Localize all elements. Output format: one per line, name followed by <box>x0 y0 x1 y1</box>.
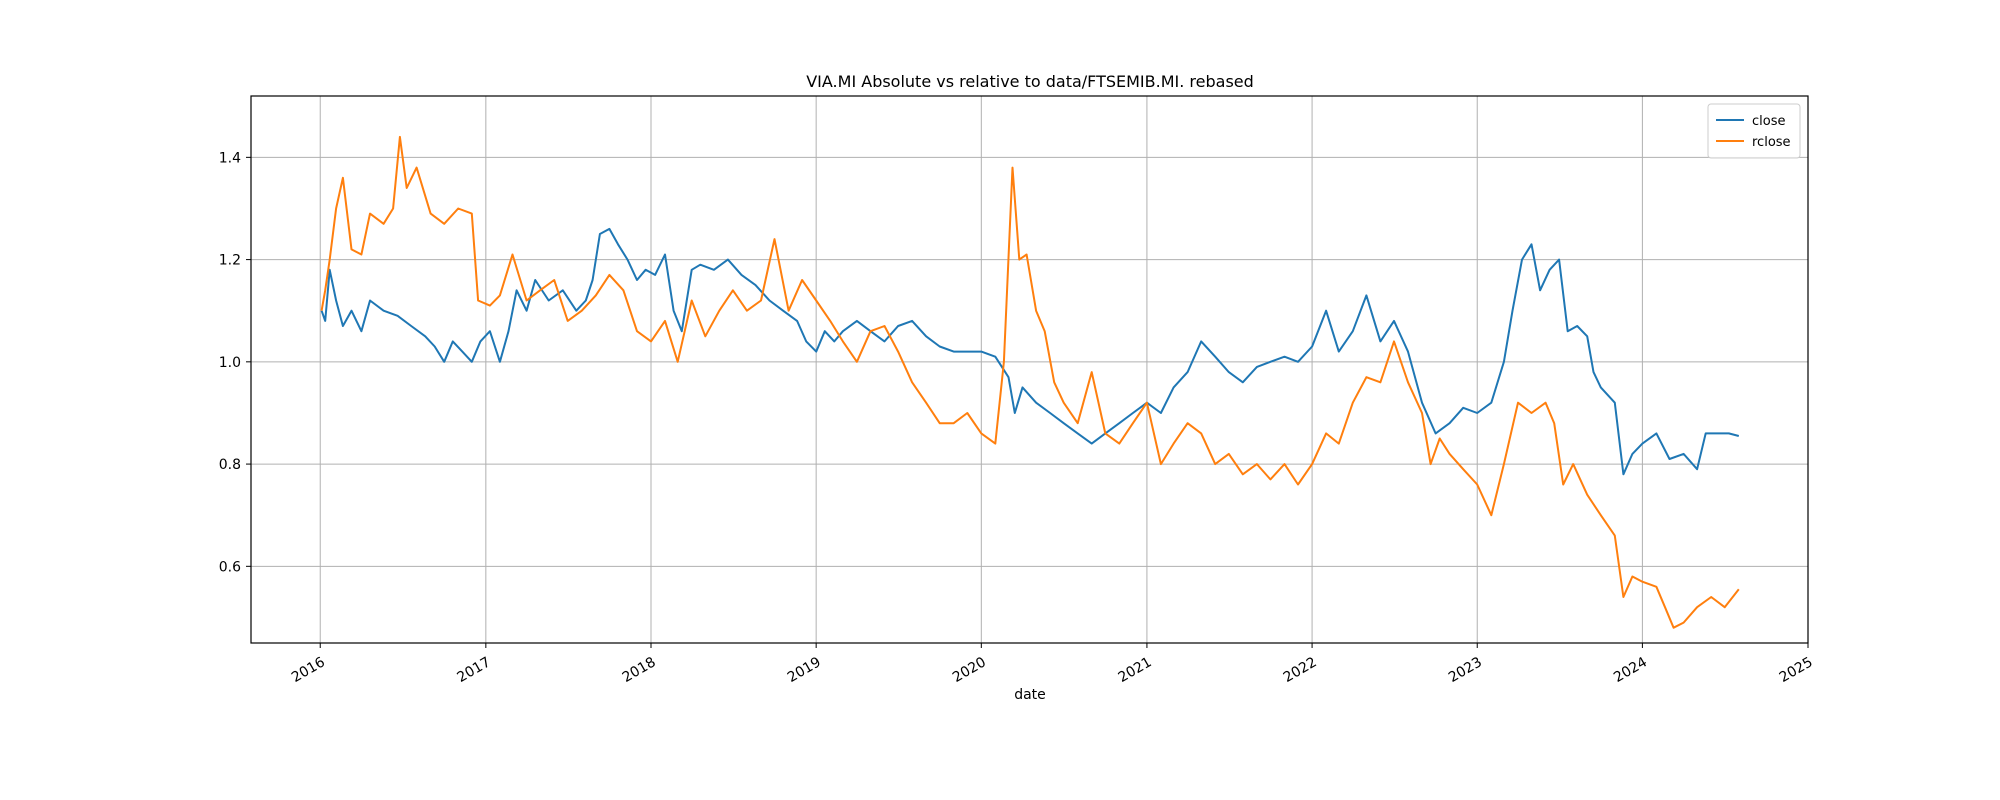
plot-frame <box>250 95 1809 644</box>
y-tick-label: 1.0 <box>219 355 241 371</box>
x-tick-label: 2022 <box>1281 654 1320 686</box>
legend: close rclose <box>1707 103 1801 159</box>
x-tick-label: 2017 <box>455 654 494 686</box>
y-tick-label: 1.4 <box>219 150 241 166</box>
y-tick-label: 1.2 <box>219 253 241 269</box>
series-line-rclose <box>320 135 1740 629</box>
x-tick-label: 2016 <box>289 654 328 686</box>
x-tick-label: 2020 <box>950 654 989 686</box>
chart-title: VIA.MI Absolute vs relative to data/FTSE… <box>806 72 1254 91</box>
x-tick-label: 2025 <box>1777 654 1816 686</box>
series-line-close <box>320 227 1740 476</box>
legend-box <box>1707 103 1801 159</box>
x-tick-label: 2018 <box>620 654 659 686</box>
legend-label-close: close <box>1752 114 1785 129</box>
y-tick-label: 0.8 <box>219 457 241 473</box>
x-axis: 2016 2017 2018 2019 2020 2021 2022 2023 2024 2025 <box>289 643 1816 686</box>
series-layer <box>320 135 1740 629</box>
x-tick-label: 2023 <box>1446 654 1485 686</box>
x-tick-label: 2024 <box>1611 654 1650 686</box>
x-tick-label: 2019 <box>785 654 824 686</box>
y-axis: 0.6 0.8 1.0 1.2 1.4 <box>219 150 251 575</box>
x-tick-label: 2021 <box>1116 654 1155 686</box>
y-tick-label: 0.6 <box>219 559 241 575</box>
x-axis-label: date <box>1014 687 1046 703</box>
grid-lines <box>251 96 1809 643</box>
legend-label-rclose: rclose <box>1752 135 1791 150</box>
